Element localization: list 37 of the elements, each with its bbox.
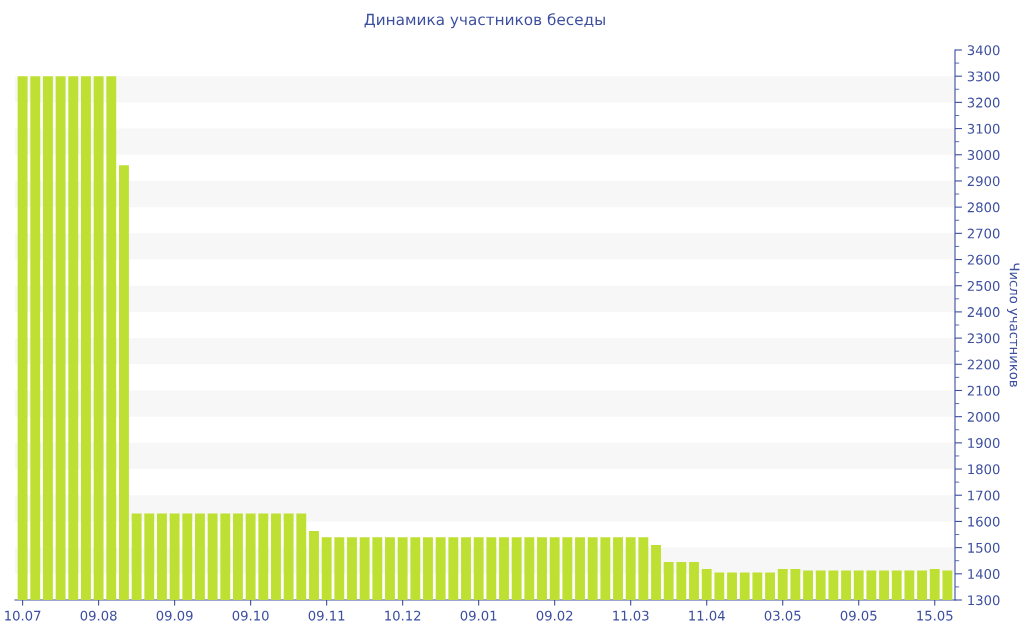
y-tick-label: 1300 (968, 595, 1000, 606)
y-tick-label: 1800 (968, 464, 1000, 475)
x-tick-label: 10.12 (385, 610, 421, 621)
y-tick-label: 1700 (968, 490, 1000, 501)
x-tick-label: 09.08 (80, 610, 117, 621)
y-tick-label: 1600 (968, 516, 1000, 527)
y-tick-label: 2800 (967, 202, 1000, 213)
x-tick-label: 09.05 (840, 610, 877, 621)
x-tick-label: 11.04 (689, 610, 725, 621)
y-tick-label: 2600 (967, 254, 1000, 265)
x-tick-label: 11.03 (613, 610, 649, 621)
x-tick-label: 10.07 (5, 610, 41, 621)
y-tick-label: 3200 (967, 97, 1000, 108)
x-tick-label: 03.05 (764, 610, 801, 621)
y-tick-label: 1400 (968, 569, 1000, 580)
y-axis-title: Число участников (1007, 263, 1020, 387)
x-tick-label: 15.05 (917, 610, 953, 621)
y-tick-label: 1500 (968, 542, 1000, 553)
y-tick-label: 3300 (967, 71, 1000, 82)
y-tick-label: 2400 (967, 307, 1000, 318)
chart-title: Динамика участников беседы (364, 13, 605, 29)
y-tick-label: 2500 (967, 280, 1000, 291)
x-tick-label: 09.09 (156, 610, 193, 621)
y-tick-label: 3000 (967, 149, 1000, 160)
y-tick-label: 2200 (967, 359, 1000, 370)
y-tick-label: 2300 (967, 333, 1000, 344)
y-tick-label: 2900 (967, 176, 1000, 187)
y-tick-label: 2000 (967, 411, 1000, 422)
y-tick-label: 3400 (967, 45, 1000, 56)
y-tick-label: 3100 (967, 123, 1000, 134)
y-tick-label: 2100 (967, 385, 1000, 396)
x-tick-label: 09.02 (536, 610, 573, 621)
y-tick-label: 2700 (967, 228, 1000, 239)
x-tick-label: 09.10 (232, 610, 269, 621)
x-tick-label: 09.01 (460, 610, 497, 621)
x-tick-label: 09.11 (308, 610, 345, 621)
y-tick-label: 1900 (968, 438, 1000, 449)
